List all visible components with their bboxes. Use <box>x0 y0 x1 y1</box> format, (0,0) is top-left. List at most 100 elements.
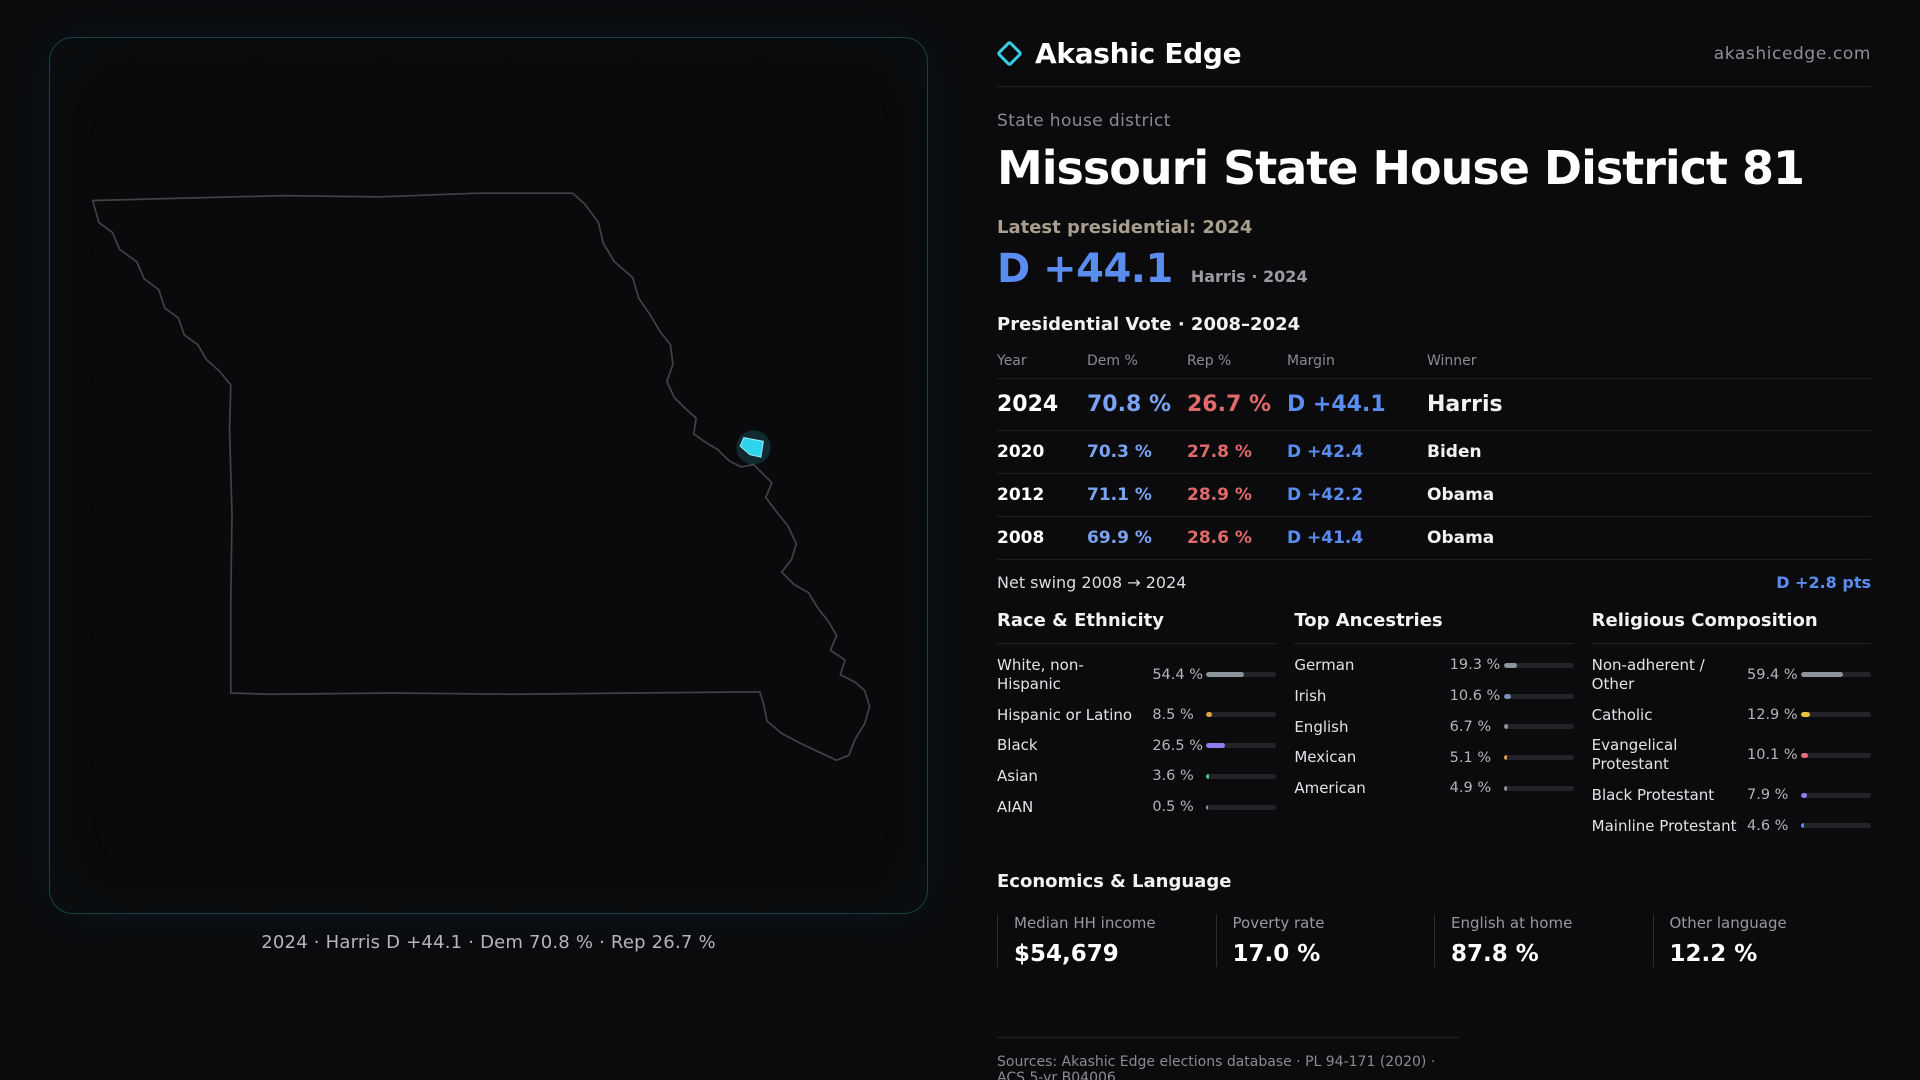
religion-panel: Religious Composition Non-adherent / Oth… <box>1591 610 1871 842</box>
list-item: Asian 3.6 % <box>997 761 1277 792</box>
brand: Akashic Edge <box>996 37 1242 70</box>
brand-name: Akashic Edge <box>1035 37 1242 70</box>
list-item: Non-adherent / Other 59.4 % <box>1592 650 1871 700</box>
table-row: 2008 69.9 % 28.6 % D +41.4 Obama <box>997 517 1871 560</box>
net-swing-row: Net swing 2008 → 2024 D +2.8 pts <box>997 560 1871 592</box>
demo-bar <box>1206 672 1277 678</box>
cell-dem-pct: 69.9 % <box>1087 528 1152 548</box>
cell-margin: D +42.4 <box>1287 442 1364 462</box>
demo-value: 7.9 % <box>1747 787 1789 804</box>
latest-presidential-label: Latest presidential: 2024 <box>997 217 1253 238</box>
cell-year: 2012 <box>997 485 1045 505</box>
cell-dem-pct: 70.8 % <box>1087 392 1171 417</box>
list-item: White, non-Hispanic 54.4 % <box>997 650 1277 700</box>
detail-column: Akashic Edge akashicedge.com State house… <box>960 0 1920 1080</box>
list-item: American 4.9 % <box>1294 773 1574 804</box>
table-row: 2020 70.3 % 27.8 % D +42.4 Biden <box>997 431 1871 474</box>
demo-bar <box>1206 804 1277 810</box>
list-item: English 6.7 % <box>1294 712 1574 743</box>
cell-winner: Obama <box>1427 528 1495 548</box>
demo-label: German <box>1294 656 1355 674</box>
cell-winner: Harris <box>1427 392 1503 417</box>
missouri-map-svg <box>91 192 871 762</box>
demo-label: Black Protestant <box>1591 785 1715 804</box>
demo-value: 8.5 % <box>1152 706 1194 723</box>
list-item: Black Protestant 7.9 % <box>1592 780 1871 811</box>
demo-bar <box>1206 773 1277 779</box>
page-title: Missouri State House District 81 <box>997 141 1805 195</box>
col-header-dem: Dem % <box>1087 353 1138 369</box>
demo-value: 12.9 % <box>1747 706 1798 723</box>
stat-card-other-language: Other language 12.2 % <box>1652 914 1872 968</box>
demo-value: 3.6 % <box>1152 768 1194 785</box>
demo-label: American <box>1294 779 1366 797</box>
demo-bar <box>1801 712 1871 718</box>
cell-year: 2020 <box>997 442 1045 462</box>
cell-dem-pct: 71.1 % <box>1087 485 1152 505</box>
stat-label: Other language <box>1669 914 1787 933</box>
demo-bar <box>1801 792 1871 798</box>
page-footer: Sources: Akashic Edge elections database… <box>997 1037 1459 1080</box>
map-caption: 2024 · Harris D +44.1 · Dem 70.8 % · Rep… <box>261 932 716 953</box>
demo-label: Evangelical Protestant <box>1591 736 1678 773</box>
col-header-rep: Rep % <box>1187 353 1232 369</box>
demo-value: 19.3 % <box>1449 657 1501 674</box>
demo-value: 5.1 % <box>1449 749 1492 766</box>
list-item: Mainline Protestant 4.6 % <box>1592 811 1871 842</box>
table-row: 2024 70.8 % 26.7 % D +44.1 Harris <box>997 379 1871 431</box>
col-header-year: Year <box>997 353 1027 369</box>
stat-card-median-income: Median HH income $54,679 <box>997 914 1216 968</box>
cell-rep-pct: 27.8 % <box>1187 442 1252 462</box>
demo-value: 0.5 % <box>1152 799 1194 816</box>
site-url[interactable]: akashicedge.com <box>1713 43 1871 64</box>
demo-label: Non-adherent / Other <box>1591 656 1705 693</box>
district-map-panel <box>49 37 928 914</box>
cell-rep-pct: 26.7 % <box>1187 392 1271 417</box>
race-ethnicity-panel: Race & Ethnicity White, non-Hispanic 54.… <box>997 610 1277 841</box>
demo-value: 26.5 % <box>1152 737 1204 754</box>
list-item: German 19.3 % <box>1294 650 1574 681</box>
demo-bar <box>1503 724 1574 730</box>
map-column: 2024 · Harris D +44.1 · Dem 70.8 % · Rep… <box>49 37 928 953</box>
cell-year: 2008 <box>997 528 1045 548</box>
demo-bar <box>1503 693 1574 699</box>
demo-label: Irish <box>1294 686 1327 705</box>
cell-dem-pct: 70.3 % <box>1087 442 1152 462</box>
cell-year: 2024 <box>997 392 1059 417</box>
demo-bar <box>1801 672 1871 678</box>
stat-value: 12.2 % <box>1669 941 1758 968</box>
stat-label: Poverty rate <box>1232 914 1325 933</box>
cell-margin: D +41.4 <box>1287 528 1364 548</box>
net-swing-label: Net swing 2008 → 2024 <box>997 573 1187 592</box>
brand-diamond-icon <box>996 40 1023 67</box>
list-item: Catholic 12.9 % <box>1592 700 1871 731</box>
cell-margin: D +44.1 <box>1287 392 1386 417</box>
cell-winner: Obama <box>1427 485 1495 505</box>
stat-value: $54,679 <box>1014 941 1119 968</box>
economics-title: Economics & Language <box>997 871 1232 893</box>
stat-value: 17.0 % <box>1232 941 1321 968</box>
district-type-kicker: State house district <box>997 111 1171 131</box>
net-swing-value: D +2.8 pts <box>1776 573 1871 592</box>
presidential-vote-table: Year Dem % Rep % Margin Winner 2024 70.8… <box>997 345 1871 560</box>
demo-bar <box>1801 752 1871 758</box>
economics-stats: Median HH income $54,679 Poverty rate 17… <box>997 914 1872 968</box>
list-item: Irish 10.6 % <box>1294 681 1574 712</box>
demo-label: English <box>1294 717 1349 736</box>
demographics-section: Race & Ethnicity White, non-Hispanic 54.… <box>997 610 1871 841</box>
demo-bar <box>1503 785 1574 791</box>
district-marker-icon[interactable] <box>739 437 764 458</box>
demo-value: 4.6 % <box>1747 817 1789 834</box>
demo-value: 59.4 % <box>1747 666 1798 683</box>
demo-bar <box>1503 755 1574 761</box>
list-item: Hispanic or Latino 8.5 % <box>997 700 1277 731</box>
stat-label: Median HH income <box>1014 914 1156 933</box>
list-item: Black 26.5 % <box>997 730 1277 761</box>
demo-value: 10.6 % <box>1449 688 1501 705</box>
demo-label: AIAN <box>997 797 1034 816</box>
headline-margin: D +44.1 Harris · 2024 <box>997 246 1871 292</box>
table-header-row: Year Dem % Rep % Margin Winner <box>997 345 1871 379</box>
demo-value: 10.1 % <box>1747 747 1798 763</box>
demo-bar <box>1503 662 1574 668</box>
demo-value: 4.9 % <box>1449 780 1492 797</box>
